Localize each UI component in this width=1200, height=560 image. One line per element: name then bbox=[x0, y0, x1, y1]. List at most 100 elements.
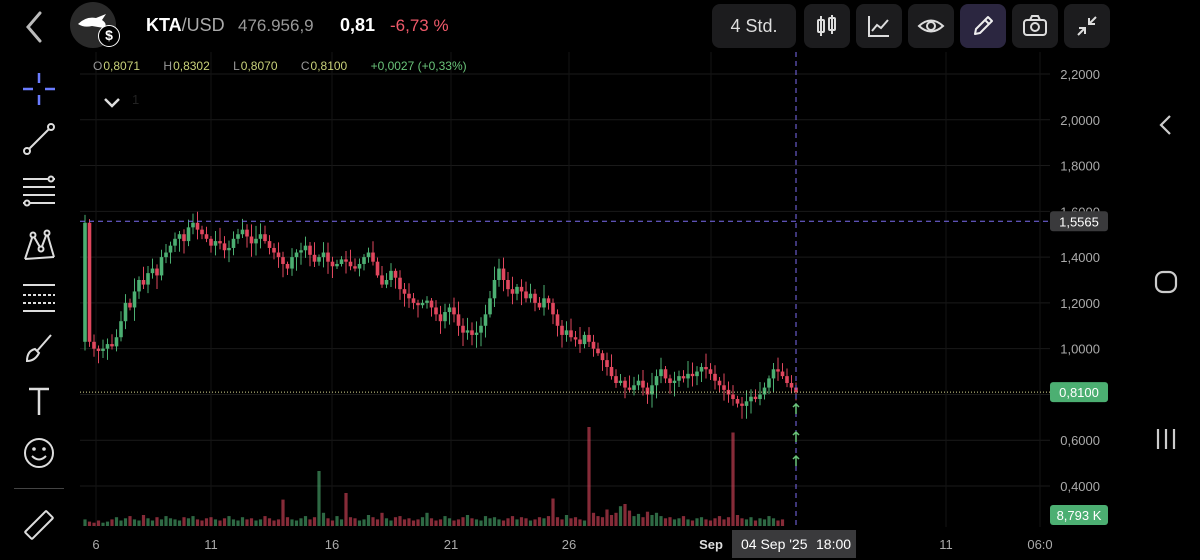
volume-bar bbox=[735, 515, 740, 526]
volume-bar bbox=[573, 517, 578, 526]
volume-bar bbox=[443, 516, 447, 526]
crosshair-price-label-bg bbox=[1050, 211, 1108, 232]
brush-icon[interactable] bbox=[16, 326, 62, 372]
crosshair-time-date: 04 Sep '25 bbox=[741, 536, 808, 552]
candle-body bbox=[447, 307, 452, 313]
candle-body bbox=[767, 378, 771, 388]
volume-bar bbox=[114, 517, 119, 526]
volume-bar bbox=[285, 517, 290, 526]
volume-bar bbox=[632, 516, 636, 526]
candle-body bbox=[659, 369, 663, 377]
volume-bar bbox=[776, 520, 780, 526]
timeframe-button[interactable]: 4 Std. bbox=[712, 4, 796, 48]
candle-body bbox=[560, 325, 564, 335]
candle-body bbox=[645, 387, 650, 395]
volume-bar bbox=[434, 520, 438, 526]
volume-bar bbox=[600, 517, 605, 526]
eye-icon[interactable] bbox=[908, 4, 954, 48]
volume-bar bbox=[753, 520, 758, 526]
candle-body bbox=[753, 396, 758, 400]
candle-body bbox=[654, 376, 659, 386]
candle-body bbox=[524, 291, 528, 299]
candle-body bbox=[416, 302, 420, 306]
volume-bar bbox=[105, 521, 110, 526]
candle-body bbox=[438, 314, 443, 322]
crosshair-icon[interactable] bbox=[16, 66, 62, 112]
candle-body bbox=[249, 236, 254, 244]
candle-body bbox=[780, 371, 785, 377]
volume-bar bbox=[591, 512, 596, 526]
candle-body bbox=[191, 222, 195, 228]
candle-body bbox=[641, 380, 645, 388]
volume-bar bbox=[407, 518, 411, 526]
emoji-icon[interactable] bbox=[16, 430, 62, 476]
volume-bar bbox=[321, 512, 326, 526]
candle-body bbox=[686, 373, 690, 379]
x-tick-label: 6 bbox=[92, 537, 99, 552]
candle-body bbox=[744, 401, 749, 406]
volume-bar bbox=[767, 516, 771, 526]
volume-bar bbox=[555, 517, 560, 526]
volume-bar bbox=[312, 517, 317, 526]
candle-body bbox=[285, 263, 290, 269]
crosshair-price-label: 1,5565 bbox=[1059, 214, 1099, 229]
volume-bar bbox=[506, 518, 510, 526]
candle-body bbox=[573, 337, 578, 340]
candle-body bbox=[335, 263, 339, 267]
drawing-toolbar bbox=[0, 60, 80, 560]
volume-bar bbox=[690, 520, 695, 526]
volume-bar bbox=[294, 520, 299, 526]
volume-bar bbox=[276, 519, 281, 526]
candle-body bbox=[587, 334, 591, 342]
candle-body bbox=[254, 238, 258, 244]
volume-bar bbox=[488, 518, 492, 526]
candle-body bbox=[407, 293, 411, 299]
candle-body bbox=[308, 245, 312, 255]
change-value: -6,73 % bbox=[390, 16, 449, 35]
candle-body bbox=[119, 321, 123, 338]
candles-icon[interactable] bbox=[804, 4, 850, 48]
nav-recents-icon[interactable] bbox=[1142, 415, 1190, 463]
ruler-icon[interactable] bbox=[16, 502, 62, 548]
crosshair-time-hour: 18:00 bbox=[816, 536, 851, 552]
candle-body bbox=[740, 403, 744, 406]
price-chart[interactable]: 2,20002,00001,80001,60001,40001,20001,00… bbox=[80, 52, 1132, 560]
candle-body bbox=[600, 353, 605, 361]
volume-bar bbox=[173, 519, 177, 526]
candle-body bbox=[123, 302, 128, 322]
volume-bar bbox=[281, 499, 285, 526]
candle-body bbox=[353, 266, 357, 269]
fib-lines-icon[interactable] bbox=[16, 168, 62, 214]
chart-line-icon[interactable] bbox=[856, 4, 902, 48]
nav-home-icon[interactable] bbox=[1142, 258, 1190, 306]
camera-icon[interactable] bbox=[1012, 4, 1058, 48]
volume-bar bbox=[290, 519, 294, 526]
collapse-legend-button[interactable]: 1 bbox=[100, 90, 139, 114]
back-icon[interactable] bbox=[18, 10, 52, 44]
volume-bar bbox=[141, 515, 146, 526]
volume-bar bbox=[744, 519, 749, 526]
projection-icon[interactable] bbox=[16, 274, 62, 320]
volume-bar bbox=[726, 517, 731, 526]
volume-bar bbox=[227, 516, 231, 526]
pattern-icon[interactable] bbox=[16, 222, 62, 268]
candle-body bbox=[312, 254, 317, 262]
volume-bar bbox=[497, 519, 501, 526]
candle-body bbox=[173, 238, 177, 246]
candle-body bbox=[299, 250, 303, 253]
pair-title[interactable]: KTA/USD bbox=[146, 15, 225, 36]
volume-bar bbox=[686, 519, 690, 526]
signal-arrow bbox=[792, 454, 800, 466]
y-tick-label: 1,2000 bbox=[1060, 296, 1100, 311]
volume-bar bbox=[623, 504, 627, 526]
pencil-icon[interactable] bbox=[960, 4, 1006, 48]
candle-body bbox=[96, 348, 101, 351]
nav-back-icon[interactable] bbox=[1142, 101, 1190, 149]
collapse-icon[interactable] bbox=[1064, 4, 1110, 48]
candle-body bbox=[92, 341, 96, 349]
volume-bar bbox=[501, 520, 506, 526]
trend-line-icon[interactable] bbox=[16, 116, 62, 162]
ohlc-legend: O0,8071 H0,8302 L0,8070 C0,8100 +0,0027 … bbox=[93, 59, 467, 73]
text-icon[interactable] bbox=[16, 378, 62, 424]
candle-body bbox=[83, 222, 87, 342]
